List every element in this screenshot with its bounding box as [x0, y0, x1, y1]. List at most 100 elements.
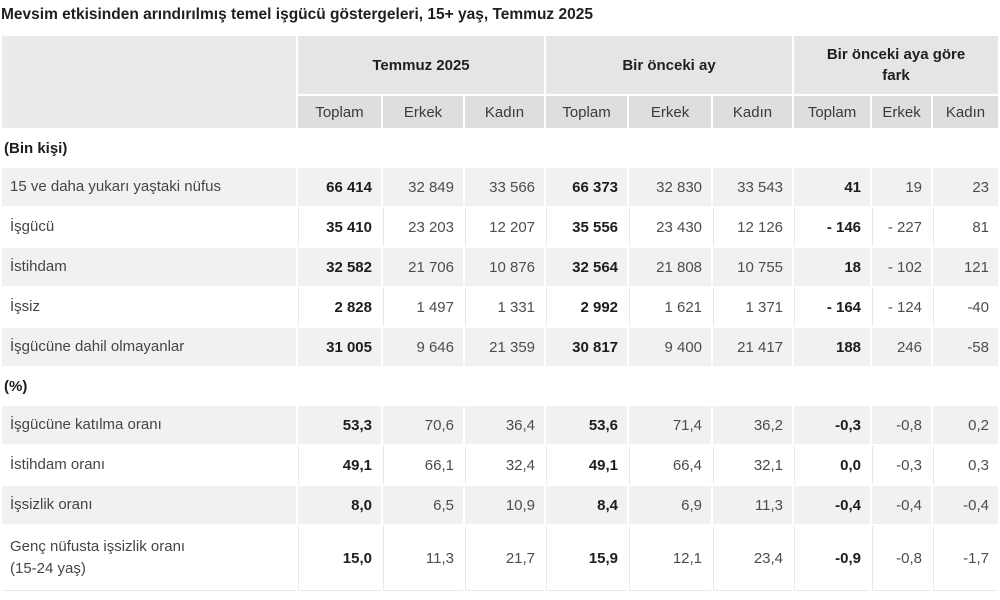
value-cell: 21 417 — [713, 328, 793, 366]
subcolumn-erkek: Erkek — [383, 96, 463, 128]
value-cell: - 164 — [794, 288, 871, 326]
value-cell: 23 430 — [629, 208, 712, 246]
value-cell: 49,1 — [298, 446, 381, 484]
row-label-text: İşgücüne dahil olmayanlar — [10, 338, 185, 356]
value-cell: 35 556 — [546, 208, 628, 246]
row-label: İşgücüne katılma oranı — [2, 406, 296, 444]
value-cell: 21 359 — [465, 328, 545, 366]
value-cell: 6,9 — [629, 486, 712, 524]
value-cell: 66,4 — [629, 446, 712, 484]
table-row: İşgücüne katılma oranı 53,3 70,6 36,4 53,6 71… — [2, 406, 998, 444]
row-label-text: İstihdam — [10, 258, 67, 276]
value-cell: 8,4 — [546, 486, 628, 524]
value-cell: 53,3 — [298, 406, 381, 444]
value-cell: 1 331 — [465, 288, 545, 326]
column-group-fark-label: Bir önceki aya göre fark — [826, 46, 966, 84]
value-cell: 49,1 — [546, 446, 628, 484]
value-cell: 12,1 — [629, 526, 712, 591]
value-cell: 32,1 — [713, 446, 793, 484]
value-cell: 35 410 — [298, 208, 381, 246]
value-cell: 2 828 — [298, 288, 381, 326]
indicators-table: Temmuz 2025 Bir önceki ay Bir önceki aya… — [0, 34, 1000, 593]
row-label-text: İşgücü — [10, 218, 55, 236]
table-row: İstihdam 32 582 21 706 10 876 32 564 21 808 10… — [2, 248, 998, 286]
value-cell: -0,4 — [933, 486, 998, 524]
subcolumn-toplam: Toplam — [794, 96, 871, 128]
value-cell: 10 755 — [713, 248, 793, 286]
value-cell: 32,4 — [465, 446, 545, 484]
section-header-row: (%) — [2, 368, 998, 404]
value-cell: 32 582 — [298, 248, 381, 286]
column-group-onceki-ay: Bir önceki ay — [546, 36, 793, 94]
value-cell: 9 400 — [629, 328, 712, 366]
section-header: (Bin kişi) — [2, 130, 998, 166]
page-title: Mevsim etkisinden arındırılmış temel işg… — [1, 6, 593, 23]
subcolumn-toplam: Toplam — [298, 96, 381, 128]
subcolumn-erkek: Erkek — [872, 96, 932, 128]
value-cell: 23 203 — [383, 208, 463, 246]
value-cell: 21 706 — [383, 248, 463, 286]
value-cell: 66,1 — [383, 446, 463, 484]
value-cell: 15,0 — [298, 526, 381, 591]
value-cell: 0,3 — [933, 446, 998, 484]
value-cell: 12 207 — [465, 208, 545, 246]
value-cell: 36,2 — [713, 406, 793, 444]
table-row: İstihdam oranı 49,1 66,1 32,4 49,1 66,4 32,1 0,… — [2, 446, 998, 484]
value-cell: -0,3 — [794, 406, 871, 444]
row-label-text: İşsiz — [10, 298, 40, 316]
value-cell: 53,6 — [546, 406, 628, 444]
table-row: İşsiz 2 828 1 497 1 331 2 992 1 621 1 371- 164… — [2, 288, 998, 326]
value-cell: -0,9 — [794, 526, 871, 591]
value-cell: 36,4 — [465, 406, 545, 444]
value-cell: 15,9 — [546, 526, 628, 591]
row-label: İstihdam — [2, 248, 296, 286]
table-row: İşgücüne dahil olmayanlar 31 005 9 646 21 3… — [2, 328, 998, 366]
value-cell: - 124 — [872, 288, 932, 326]
value-cell: 0,2 — [933, 406, 998, 444]
value-cell: -1,7 — [933, 526, 998, 591]
subcolumn-kadin: Kadın — [933, 96, 998, 128]
row-label: İstihdam oranı — [2, 446, 296, 484]
value-cell: 246 — [872, 328, 932, 366]
value-cell: 30 817 — [546, 328, 628, 366]
value-cell: 11,3 — [383, 526, 463, 591]
value-cell: -0,4 — [872, 486, 932, 524]
value-cell: 188 — [794, 328, 871, 366]
value-cell: -0,8 — [872, 406, 932, 444]
subcolumn-kadin: Kadın — [713, 96, 793, 128]
value-cell: 19 — [872, 168, 932, 206]
column-group-temmuz-2025: Temmuz 2025 — [298, 36, 545, 94]
value-cell: 41 — [794, 168, 871, 206]
row-label-text: İstihdam oranı — [10, 456, 106, 474]
value-cell: -40 — [933, 288, 998, 326]
table-body: (Bin kişi) 15 ve daha yukarı yaştaki nüfu… — [2, 130, 998, 591]
section-header: (%) — [2, 368, 998, 404]
value-cell: - 102 — [872, 248, 932, 286]
value-cell: 32 849 — [383, 168, 463, 206]
value-cell: - 227 — [872, 208, 932, 246]
table-row: Genç nüfusta işsizlik oranı (15-24 yaş) 15… — [2, 526, 998, 591]
column-group-fark: Bir önceki aya göre fark — [794, 36, 998, 94]
table-row: İşgücü 35 410 23 203 12 207 35 556 23 430 12 1… — [2, 208, 998, 246]
row-label: İşgücü — [2, 208, 296, 246]
section-header-row: (Bin kişi) — [2, 130, 998, 166]
value-cell: 8,0 — [298, 486, 381, 524]
value-cell: 33 566 — [465, 168, 545, 206]
value-cell: 66 414 — [298, 168, 381, 206]
value-cell: 32 564 — [546, 248, 628, 286]
value-cell: 0,0 — [794, 446, 871, 484]
row-label-text-line2: (15-24 yaş) — [10, 560, 86, 577]
value-cell: 70,6 — [383, 406, 463, 444]
row-label: İşsiz — [2, 288, 296, 326]
subcolumn-erkek: Erkek — [629, 96, 712, 128]
value-cell: 21 808 — [629, 248, 712, 286]
row-label: İşgücüne dahil olmayanlar — [2, 328, 296, 366]
value-cell: 2 992 — [546, 288, 628, 326]
row-label: Genç nüfusta işsizlik oranı (15-24 yaş) — [2, 526, 296, 591]
value-cell: 21,7 — [465, 526, 545, 591]
corner-cell — [2, 36, 296, 128]
row-label-text: İşsizlik oranı — [10, 496, 93, 514]
value-cell: 23,4 — [713, 526, 793, 591]
value-cell: 71,4 — [629, 406, 712, 444]
